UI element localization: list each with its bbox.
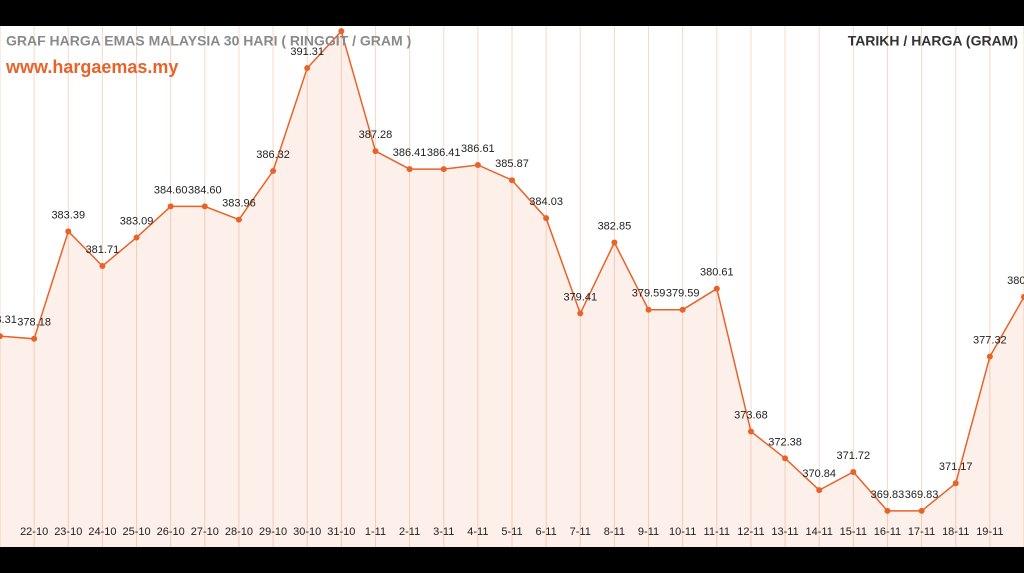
x-tick-label: 13-11 — [771, 526, 798, 538]
value-label: 380.21 — [1007, 275, 1024, 287]
value-label: 383.39 — [51, 209, 85, 221]
x-tick-label: 27-10 — [191, 526, 219, 538]
x-tick-label: 2-11 — [399, 526, 420, 538]
value-label: 386.41 — [427, 147, 461, 159]
point — [952, 480, 959, 487]
point — [543, 215, 550, 222]
value-label: 379.59 — [632, 288, 666, 300]
value-label: 377.32 — [973, 334, 1007, 346]
value-label: 380.61 — [700, 267, 734, 279]
point — [31, 335, 38, 342]
x-tick-label: 24-10 — [88, 526, 116, 538]
point — [884, 507, 891, 514]
value-label: 379.41 — [563, 291, 597, 303]
point — [816, 487, 823, 494]
value-label: 386.41 — [393, 147, 427, 159]
point — [986, 353, 993, 360]
point — [0, 333, 3, 340]
point — [167, 203, 174, 210]
point — [65, 228, 72, 235]
value-label: 373.68 — [734, 409, 768, 421]
point — [509, 177, 515, 184]
point — [406, 166, 413, 173]
point — [235, 216, 242, 223]
point — [133, 234, 140, 241]
point — [338, 28, 345, 35]
point — [1021, 293, 1024, 300]
value-label: 378.31 — [0, 314, 17, 326]
point — [440, 166, 447, 173]
value-label: 371.72 — [837, 450, 871, 462]
value-label: 372.38 — [768, 436, 802, 448]
point — [99, 262, 106, 269]
point — [713, 285, 720, 292]
x-tick-label: 18-11 — [942, 526, 969, 538]
x-tick-label: 23-10 — [54, 526, 82, 538]
x-tick-label: 22-10 — [20, 526, 48, 538]
area — [0, 31, 1024, 547]
value-label: 379.59 — [666, 288, 700, 300]
point — [474, 161, 481, 168]
value-label: 369.83 — [871, 489, 905, 501]
point — [645, 306, 652, 313]
point — [850, 468, 857, 475]
value-label: 383.96 — [222, 198, 256, 210]
value-label: 386.32 — [256, 149, 290, 161]
x-tick-label: 25-10 — [122, 526, 150, 538]
point — [304, 65, 311, 72]
value-label: 386.61 — [461, 143, 495, 155]
x-tick-label: 28-10 — [225, 526, 253, 538]
point — [782, 455, 789, 462]
value-label: 381.71 — [86, 244, 120, 256]
x-tick-label: 31-10 — [327, 526, 355, 538]
point — [577, 310, 584, 317]
x-tick-label: 26-10 — [157, 526, 185, 538]
value-label: 384.60 — [188, 184, 222, 196]
x-tick-label: 19-11 — [976, 526, 1003, 538]
x-tick-label: 15-11 — [840, 526, 867, 538]
chart-title: GRAF HARGA EMAS MALAYSIA 30 HARI ( RINGG… — [6, 33, 411, 49]
x-tick-label: 7-11 — [570, 526, 591, 538]
value-label: 383.09 — [120, 215, 154, 227]
chart-subtitle: www.hargaemas.my — [5, 57, 178, 77]
point — [611, 239, 618, 246]
value-label: 370.84 — [802, 468, 836, 480]
letterbox-top — [0, 0, 1024, 26]
value-label: 391.31 — [290, 46, 324, 58]
point — [918, 507, 925, 514]
x-tick-label: 5-11 — [501, 526, 522, 538]
x-tick-label: 8-11 — [604, 526, 625, 538]
value-label: 378.18 — [17, 317, 51, 329]
x-tick-label: 29-10 — [259, 526, 287, 538]
x-tick-label: 30-10 — [293, 526, 321, 538]
value-label: 371.17 — [939, 461, 973, 473]
point — [201, 203, 208, 210]
x-tick-label: 16-11 — [874, 526, 901, 538]
x-tick-label: 3-11 — [433, 526, 454, 538]
x-tick-label: 14-11 — [806, 526, 833, 538]
value-label: 384.03 — [529, 196, 563, 208]
x-tick-label: 12-11 — [737, 526, 764, 538]
value-label: 369.83 — [905, 489, 939, 501]
x-tick-label: 4-11 — [467, 526, 488, 538]
point — [747, 428, 754, 435]
value-label: 382.85 — [598, 220, 632, 232]
point — [679, 306, 686, 313]
value-label: 384.60 — [154, 184, 188, 196]
plot: 378.31378.18383.39381.71383.09384.60384.… — [0, 9, 1024, 547]
point — [270, 167, 277, 174]
x-tick-label: 17-11 — [908, 526, 935, 538]
x-tick-label: 10-11 — [669, 526, 696, 538]
value-label: 387.28 — [359, 129, 393, 141]
x-tick-label: 1-11 — [365, 526, 386, 538]
value-label: 385.87 — [495, 158, 529, 170]
x-tick-label: 9-11 — [638, 526, 659, 538]
x-tick-label: 11-11 — [704, 526, 731, 538]
annotation: TARIKH / HARGA (GRAM) — [848, 33, 1018, 49]
letterbox-bottom — [0, 547, 1024, 573]
x-tick-label: 6-11 — [536, 526, 557, 538]
point — [372, 148, 379, 155]
